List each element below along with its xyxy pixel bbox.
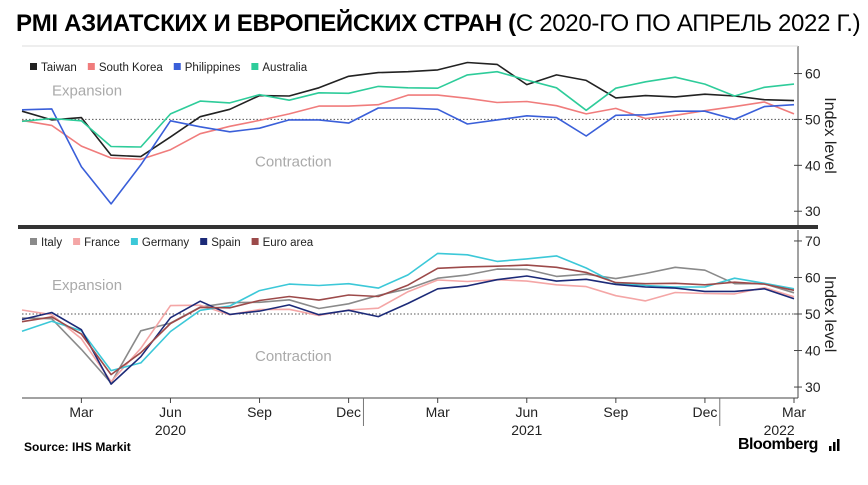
series-line-philippines [21,103,795,205]
series-line-south-korea [21,94,795,161]
x-tick-label: Mar [782,404,806,420]
legend-swatch [130,238,138,245]
y-tick-label: 30 [805,203,821,219]
expansion-label: Expansion [52,277,122,294]
x-tick-label: Jun [515,404,538,420]
legend-label: Philippines [185,62,241,74]
y-tick-label: 60 [805,269,821,285]
x-tick-label: Sep [247,404,272,420]
x-year-label: 2022 [764,422,795,438]
legend-label: South Korea [99,62,164,74]
series-line-germany [21,252,795,372]
source-note: Source: IHS Markit [24,440,131,454]
y-tick-label: 70 [805,233,821,249]
series-line-france [21,278,795,383]
x-year-label: 2021 [511,422,542,438]
series-line-italy [21,266,795,384]
legend-swatch [173,63,181,70]
legend-swatch [251,63,259,70]
legend-label: Germany [142,237,190,249]
x-tick-label: Mar [426,404,450,420]
legend-label: Spain [211,237,240,249]
bar-chart-icon [829,439,840,451]
legend-label: Australia [262,62,307,74]
series-line-australia [21,70,795,148]
expansion-label: Expansion [52,82,122,99]
y-tick-label: 40 [805,343,821,359]
title-thin: С 2020-ГО ПО АПРЕЛЬ 2022 Г.) [515,10,861,37]
legend-swatch [251,238,259,245]
x-tick-label: Dec [336,404,361,420]
legend-label: Italy [41,237,62,249]
legend-swatch [200,238,208,245]
x-tick-label: Dec [692,404,717,420]
legend-label: France [84,237,120,249]
x-year-label: 2020 [155,422,186,438]
panel-separator [18,225,818,229]
x-tick-label: Mar [69,404,93,420]
y-axis-label: Index level [821,276,838,353]
x-tick-label: Sep [603,404,628,420]
x-tick-label: Jun [159,404,182,420]
legend-box [24,234,343,250]
y-tick-label: 50 [805,111,821,127]
contraction-label: Contraction [255,153,332,170]
y-tick-label: 40 [805,157,821,173]
title-bold: PMI АЗИАТСКИХ И ЕВРОПЕЙСКИХ СТРАН ( [16,10,516,37]
legend-label: Taiwan [41,62,77,74]
y-tick-label: 50 [805,306,821,322]
legend-swatch [73,238,81,245]
series-line-taiwan [21,61,795,158]
legend-swatch [30,63,37,70]
page-title: PMI АЗИАТСКИХ И ЕВРОПЕЙСКИХ СТРАН (С 202… [16,10,861,38]
series-line-euro-area [21,264,795,376]
y-axis-label: Index level [821,97,838,174]
brand-logo: Bloomberg [738,436,818,453]
legend-swatch [30,238,37,245]
y-tick-label: 30 [805,379,821,395]
legend-label: Euro area [263,237,314,249]
contraction-label: Contraction [255,348,332,365]
y-tick-label: 60 [805,66,821,82]
legend-swatch [87,63,95,70]
